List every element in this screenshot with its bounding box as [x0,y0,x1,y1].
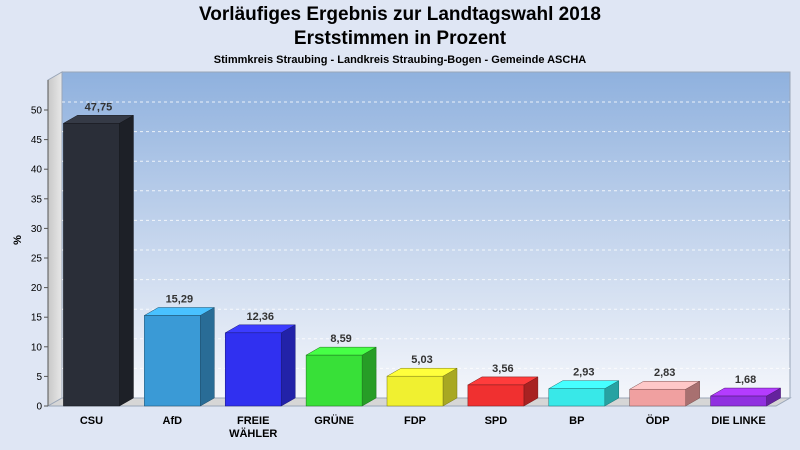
x-tick-label: FREIE [237,415,269,427]
y-tick-label: 5 [36,372,42,383]
y-tick-label: 15 [31,313,43,324]
bar-side [200,307,215,407]
value-label: 2,83 [654,367,675,379]
chart-title: Vorläufiges Ergebnis zur Landtagswahl 20… [199,4,601,25]
value-label: 5,03 [411,354,432,366]
y-axis-label: % [12,235,24,245]
x-tick-label: DIE LINKE [711,415,765,427]
bar-front [144,315,201,407]
x-tick-label: SPD [485,415,508,427]
side-wall [47,71,63,407]
bar-front [386,375,444,407]
value-labels: 47,75 15,29 12,36 8,59 5,03 3,56 2,93 2,83 1,68 [85,101,757,386]
y-tick-label: 25 [31,254,43,265]
x-tick-label: BP [569,415,584,427]
value-label: 1,68 [735,374,756,386]
x-tick-label: CSU [80,415,103,427]
bar-front [224,332,282,407]
bar-front [710,395,767,407]
x-tick-label: ÖDP [646,414,670,427]
y-tick-label: 10 [31,342,43,353]
bar-side [119,114,134,407]
x-tick-label: AfD [163,415,183,427]
value-label: 15,29 [166,293,194,305]
value-label: 3,56 [492,363,513,375]
chart-subtitle: Erststimmen in Prozent [293,28,507,49]
bar [143,307,216,407]
y-tick-label: 50 [31,106,43,117]
bar [224,324,297,407]
chart-subtitle-region: Stimmkreis Straubing - Landkreis Straubi… [213,54,587,66]
bar [709,387,782,407]
bar [386,367,458,407]
bar-front [305,354,363,407]
bar-front [629,388,686,407]
y-tick-label: 20 [31,283,43,294]
bar-side [361,346,377,407]
y-tick-label: 40 [31,165,43,176]
value-label: 2,93 [573,367,594,379]
bar [466,376,539,407]
value-label: 47,75 [85,101,113,113]
x-tick-label: GRÜNE [314,414,354,427]
bar [305,346,378,407]
y-tick-label: 0 [36,402,42,413]
y-axis: 0 5 10 15 20 25 30 35 40 45 50 [31,80,49,413]
x-tick-label: WÄHLER [229,427,277,440]
bar-front [548,388,606,407]
x-tick-label: FDP [404,415,426,427]
y-tick-label: 45 [31,135,43,146]
y-tick-label: 30 [31,224,43,235]
bar [547,380,620,407]
bar-side [280,324,296,407]
bar-front [63,123,120,407]
bars [62,114,782,407]
value-label: 8,59 [330,333,351,345]
bar-front [467,384,525,407]
y-tick-label: 35 [31,194,43,205]
value-label: 12,36 [246,311,274,323]
bar [628,380,701,407]
bar [62,114,135,407]
